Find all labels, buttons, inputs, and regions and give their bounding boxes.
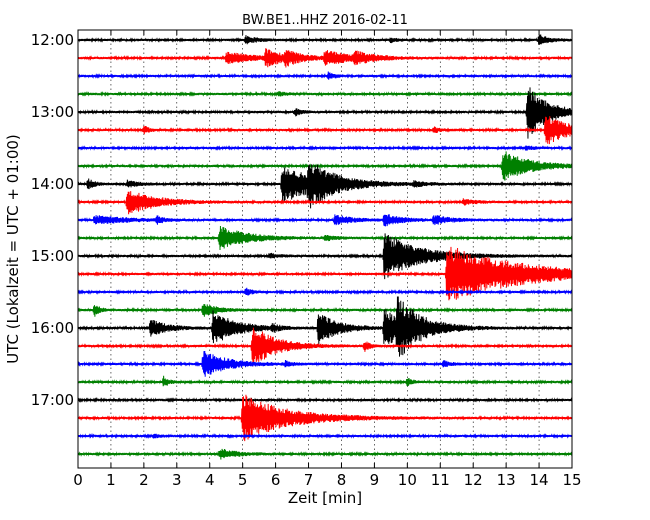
y-axis: 12:00 13:00 14:00 15:00 16:00 17:00 [31, 31, 572, 409]
trace-1745 [77, 448, 573, 460]
x-tick-label: 6 [271, 471, 281, 489]
y-tick-label: 17:00 [31, 391, 74, 409]
trace-1515 [77, 246, 573, 301]
y-tick-label: 13:00 [31, 103, 74, 121]
x-tick-label: 4 [205, 471, 215, 489]
x-tick-label: 11 [431, 471, 450, 489]
x-tick-label: 1 [106, 471, 116, 489]
x-tick-label: 8 [337, 471, 347, 489]
y-tick-label: 15:00 [31, 247, 74, 265]
x-axis: 0 1 2 3 4 5 6 7 8 9 10 11 12 13 14 15 [73, 30, 582, 489]
trace-1600 [77, 296, 573, 357]
trace-1400 [77, 164, 573, 209]
x-tick-label: 7 [304, 471, 314, 489]
x-tick-label: 9 [370, 471, 380, 489]
trace-1630 [77, 351, 573, 377]
plot-frame [77, 29, 573, 469]
x-tick-label: 13 [497, 471, 516, 489]
x-tick-label: 12 [464, 471, 483, 489]
trace-1330 [77, 145, 573, 151]
trace-1300 [77, 87, 573, 139]
x-axis-label: Zeit [min] [288, 489, 362, 507]
y-tick-label: 12:00 [31, 31, 74, 49]
trace-1445 [77, 225, 573, 250]
y-tick-label: 14:00 [31, 175, 74, 193]
x-tick-label: 10 [398, 471, 417, 489]
trace-1615 [77, 327, 573, 367]
trace-1415 [77, 191, 573, 215]
trace-layer [77, 34, 573, 460]
trace-1315 [77, 116, 573, 145]
trace-1500 [77, 233, 573, 280]
trace-1700 [77, 397, 573, 403]
trace-1645 [77, 375, 573, 387]
x-tick-label: 14 [530, 471, 549, 489]
x-tick-label: 2 [139, 471, 149, 489]
x-tick-label: 0 [73, 471, 83, 489]
plot-area [78, 30, 572, 468]
trace-1215 [77, 48, 573, 68]
trace-1200 [77, 34, 573, 45]
y-tick-label: 16:00 [31, 319, 74, 337]
trace-1345 [77, 151, 573, 181]
trace-1715 [77, 394, 573, 442]
trace-1230 [77, 71, 573, 80]
y-axis-label: UTC (Lokalzeit = UTC + 01:00) [4, 134, 22, 364]
x-tick-label: 15 [562, 471, 581, 489]
trace-1530 [77, 287, 573, 296]
trace-1730 [77, 433, 573, 439]
x-tick-label: 5 [238, 471, 248, 489]
trace-1430 [77, 214, 573, 227]
trace-1245 [77, 91, 573, 98]
x-tick-label: 3 [172, 471, 182, 489]
trace-1545 [77, 303, 573, 317]
chart-title: BW.BE1..HHZ 2016-02-11 [242, 13, 408, 28]
